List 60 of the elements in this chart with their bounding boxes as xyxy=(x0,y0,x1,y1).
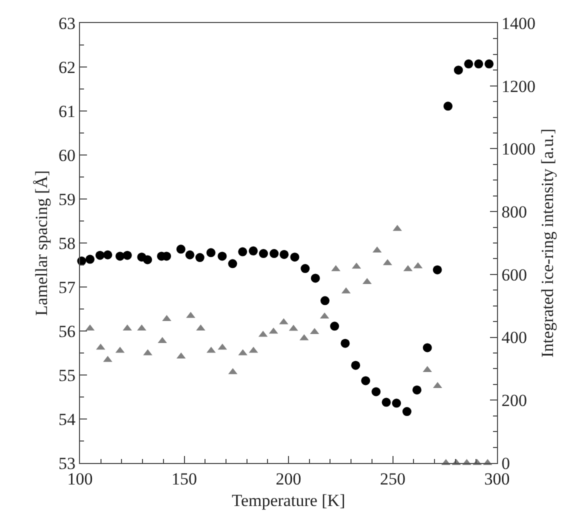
y-tick-label: 58 xyxy=(58,234,76,253)
point xyxy=(310,274,320,283)
point xyxy=(351,360,360,370)
point xyxy=(280,250,289,259)
y2-tick-label: 600 xyxy=(502,265,528,284)
point xyxy=(330,322,340,331)
point xyxy=(412,385,422,394)
point xyxy=(195,253,204,262)
y-tick-label: 57 xyxy=(58,278,76,297)
point xyxy=(206,248,216,258)
point xyxy=(432,265,442,274)
x-axis-title: Temperature [K] xyxy=(232,490,346,510)
point xyxy=(464,59,474,68)
point xyxy=(444,102,452,111)
point xyxy=(392,398,401,408)
point xyxy=(474,59,484,68)
y-tick-label: 59 xyxy=(58,190,76,209)
point xyxy=(86,254,95,264)
y-tick-label: 61 xyxy=(58,102,76,121)
point xyxy=(320,296,330,306)
point xyxy=(103,250,112,260)
y-tick-label: 55 xyxy=(58,366,76,385)
point xyxy=(185,250,194,260)
point xyxy=(248,246,258,256)
x-tick-label: 250 xyxy=(380,470,406,489)
point xyxy=(372,387,381,396)
y2-tick-label: 1000 xyxy=(502,140,536,159)
point xyxy=(484,59,494,68)
point xyxy=(422,343,432,352)
point xyxy=(454,66,463,75)
point xyxy=(300,264,310,274)
point xyxy=(143,255,152,264)
point xyxy=(228,259,238,268)
y2-tick-label: 400 xyxy=(502,328,528,348)
point xyxy=(290,252,300,262)
y-tick-label: 60 xyxy=(58,146,76,165)
point xyxy=(340,338,350,348)
point xyxy=(361,376,370,386)
y-tick-label: 56 xyxy=(58,322,76,341)
x-tick-label: 150 xyxy=(172,470,197,489)
y2-axis-title: Integrated ice-ring intensity [a.u.] xyxy=(538,128,557,358)
y2-tick-label: 800 xyxy=(502,202,528,222)
point xyxy=(238,247,248,256)
point xyxy=(382,398,391,407)
y-tick-label: 62 xyxy=(58,58,76,77)
y-tick-label: 63 xyxy=(58,14,76,33)
point xyxy=(258,249,268,258)
y2-tick-label: 1400 xyxy=(502,14,536,33)
point xyxy=(176,244,186,254)
y-tick-label: 54 xyxy=(58,410,76,429)
y-axis-title: Lamellar spacing [Å] xyxy=(32,170,51,316)
point xyxy=(116,252,125,261)
point xyxy=(122,250,132,260)
point xyxy=(96,250,105,260)
x-tick-label: 200 xyxy=(276,470,302,489)
point xyxy=(218,252,227,261)
y2-tick-label: 1200 xyxy=(502,76,536,96)
point xyxy=(270,249,279,258)
y2-tick-label: 200 xyxy=(502,391,528,410)
point xyxy=(402,407,412,416)
